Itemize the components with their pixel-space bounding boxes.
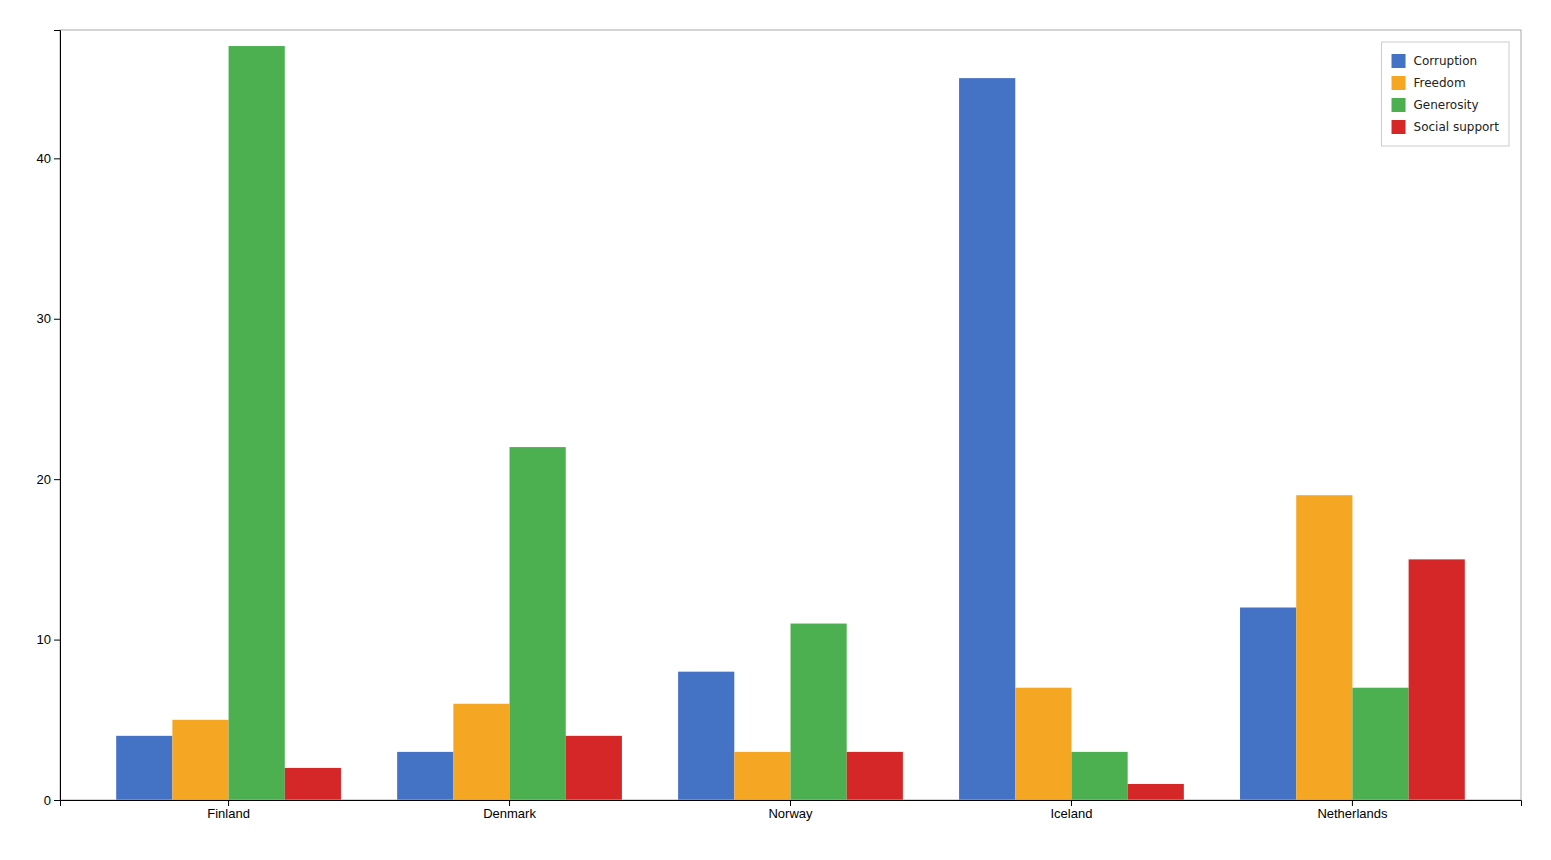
bar-series xyxy=(229,46,1409,800)
tick: Netherlands xyxy=(1317,800,1388,821)
bar xyxy=(397,752,453,800)
bar xyxy=(229,46,285,800)
bar xyxy=(1071,752,1127,800)
plot: Finland Denmark Norway Iceland Netherlands 0 1… xyxy=(37,30,1522,821)
bar xyxy=(791,624,847,800)
tick: Denmark xyxy=(483,800,536,821)
tick-mark xyxy=(509,800,510,806)
tick-mark xyxy=(54,158,60,159)
bar-series xyxy=(172,495,1352,800)
tick-label: 40 xyxy=(37,151,51,166)
tick-mark xyxy=(228,800,229,806)
legend-swatch xyxy=(1392,54,1406,68)
legend-item: Generosity xyxy=(1392,98,1479,112)
bar xyxy=(566,736,622,800)
tick: 40 xyxy=(37,151,60,166)
bar xyxy=(847,752,903,800)
axis-domain xyxy=(61,801,1522,807)
tick: 20 xyxy=(37,472,60,487)
tick-label: Netherlands xyxy=(1317,806,1388,821)
x-axis: Finland Denmark Norway Iceland Netherlands xyxy=(61,800,1522,821)
bar xyxy=(678,672,734,800)
bar xyxy=(1352,688,1408,800)
bar xyxy=(116,736,172,800)
tick-label: Finland xyxy=(207,806,250,821)
tick: 10 xyxy=(37,632,60,647)
plot-frame xyxy=(60,30,1521,800)
tick-label: 20 xyxy=(37,472,51,487)
legend-label: Generosity xyxy=(1414,98,1479,112)
legend-label: Social support xyxy=(1414,120,1500,134)
tick-mark xyxy=(790,800,791,806)
tick: Iceland xyxy=(1051,800,1093,821)
tick-mark xyxy=(1071,800,1072,806)
tick-label: Denmark xyxy=(483,806,536,821)
legend-item: Freedom xyxy=(1392,76,1466,90)
bar-series xyxy=(285,559,1465,800)
bar xyxy=(1296,495,1352,800)
y-axis: 0 10 20 30 40 xyxy=(37,31,61,808)
tick: 0 xyxy=(44,793,60,808)
bar xyxy=(453,704,509,800)
bar xyxy=(1128,784,1184,800)
legend-swatch xyxy=(1392,76,1406,90)
tick: Norway xyxy=(768,800,813,821)
bar xyxy=(285,768,341,800)
bar xyxy=(1015,688,1071,800)
legend-label: Corruption xyxy=(1414,54,1478,68)
tick-mark xyxy=(1352,800,1353,806)
bar xyxy=(1240,608,1296,801)
legend-item: Corruption xyxy=(1392,54,1478,68)
legend-swatch xyxy=(1392,98,1406,112)
bar-series xyxy=(116,78,1296,800)
tick-mark xyxy=(54,800,60,801)
tick-label: 10 xyxy=(37,632,51,647)
axis-domain xyxy=(54,31,61,801)
tick-label: 0 xyxy=(44,793,51,808)
bar xyxy=(734,752,790,800)
tick-mark xyxy=(54,479,60,480)
tick-label: Norway xyxy=(768,806,813,821)
bar xyxy=(172,720,228,800)
tick-mark xyxy=(54,640,60,641)
tick-label: Iceland xyxy=(1051,806,1093,821)
legend-swatch xyxy=(1392,120,1406,134)
bar xyxy=(959,78,1015,800)
tick: 30 xyxy=(37,311,60,326)
bar xyxy=(510,447,566,800)
tick-mark xyxy=(54,319,60,320)
bars xyxy=(116,46,1465,800)
tick: Finland xyxy=(207,800,250,821)
bar xyxy=(1409,559,1465,800)
tick-label: 30 xyxy=(37,311,51,326)
chart-svg: Finland Denmark Norway Iceland Netherlands 0 1… xyxy=(0,0,1551,860)
legend: Corruption Freedom Generosity Social suppor… xyxy=(1382,42,1509,146)
legend-item: Social support xyxy=(1392,120,1500,134)
legend-box xyxy=(1382,42,1509,146)
legend-label: Freedom xyxy=(1414,76,1466,90)
